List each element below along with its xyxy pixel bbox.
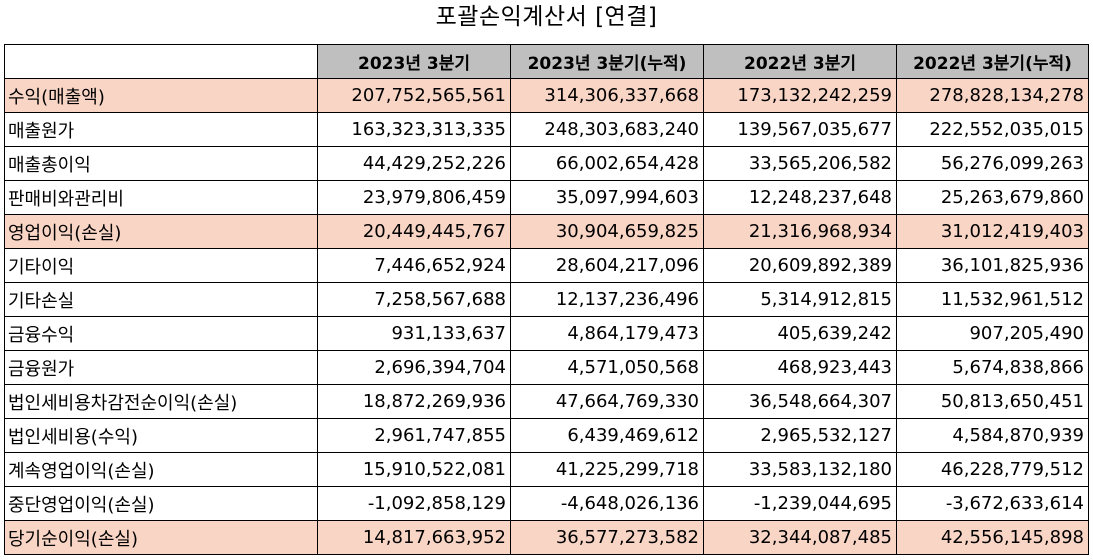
table-row: 금융수익 931,133,637 4,864,179,473 405,639,242 9… xyxy=(4,316,1089,351)
value-cell: 6,439,469,612 xyxy=(510,418,704,453)
value-cell: 2,961,747,855 xyxy=(317,418,511,453)
value-cell: 46,228,779,512 xyxy=(896,452,1089,487)
value-cell: 12,248,237,648 xyxy=(703,180,897,215)
value-cell: 4,864,179,473 xyxy=(510,316,704,351)
value-cell: 32,344,087,485 xyxy=(703,520,897,555)
row-label: 당기순이익(손실) xyxy=(4,520,318,555)
value-cell: 30,904,659,825 xyxy=(510,214,704,249)
page-title: 포괄손익계산서 [연결] xyxy=(435,4,658,30)
value-cell: -1,239,044,695 xyxy=(703,486,897,521)
value-cell: 163,323,313,335 xyxy=(317,112,511,147)
value-cell: 44,429,252,226 xyxy=(317,146,511,181)
value-cell: 50,813,650,451 xyxy=(896,384,1089,419)
value-cell: 15,910,522,081 xyxy=(317,452,511,487)
value-cell: 47,664,769,330 xyxy=(510,384,704,419)
value-cell: 36,577,273,582 xyxy=(510,520,704,555)
value-cell: 28,604,217,096 xyxy=(510,248,704,283)
table-row: 판매비와관리비 23,979,806,459 35,097,994,603 12,24… xyxy=(4,180,1089,215)
row-label: 법인세비용차감전순이익(손실) xyxy=(4,384,318,419)
table-row: 영업이익(손실) 20,449,445,767 30,904,659,825 21,3… xyxy=(4,214,1089,249)
table-row: 법인세비용차감전순이익(손실) 18,872,269,936 47,664,769,… xyxy=(4,384,1089,419)
value-cell: 5,314,912,815 xyxy=(703,282,897,317)
row-label: 금융수익 xyxy=(4,316,318,351)
table-row: 당기순이익(손실) 14,817,663,952 36,577,273,582 32,… xyxy=(4,520,1089,555)
value-cell: 278,828,134,278 xyxy=(896,78,1089,113)
row-label: 법인세비용(수익) xyxy=(4,418,318,453)
table-body: 수익(매출액) 207,752,565,561 314,306,337,668 173… xyxy=(4,78,1089,555)
row-label: 매출원가 xyxy=(4,112,318,147)
value-cell: 20,609,892,389 xyxy=(703,248,897,283)
value-cell: 36,548,664,307 xyxy=(703,384,897,419)
value-cell: 4,571,050,568 xyxy=(510,350,704,385)
value-cell: 314,306,337,668 xyxy=(510,78,704,113)
table-row: 수익(매출액) 207,752,565,561 314,306,337,668 173… xyxy=(4,78,1089,113)
row-label: 중단영업이익(손실) xyxy=(4,486,318,521)
value-cell: -1,092,858,129 xyxy=(317,486,511,521)
value-cell: 42,556,145,898 xyxy=(896,520,1089,555)
value-cell: 139,567,035,677 xyxy=(703,112,897,147)
column-header: 2022년 3분기 xyxy=(703,44,897,79)
value-cell: 33,583,132,180 xyxy=(703,452,897,487)
value-cell: 12,137,236,496 xyxy=(510,282,704,317)
value-cell: 931,133,637 xyxy=(317,316,511,351)
table-row: 중단영업이익(손실) -1,092,858,129 -4,648,026,136 -1… xyxy=(4,486,1089,521)
value-cell: 35,097,994,603 xyxy=(510,180,704,215)
table-row: 기타손실 7,258,567,688 12,137,236,496 5,314,912… xyxy=(4,282,1089,317)
value-cell: 23,979,806,459 xyxy=(317,180,511,215)
value-cell: 2,965,532,127 xyxy=(703,418,897,453)
value-cell: 36,101,825,936 xyxy=(896,248,1089,283)
value-cell: 207,752,565,561 xyxy=(317,78,511,113)
row-label: 매출총이익 xyxy=(4,146,318,181)
value-cell: 14,817,663,952 xyxy=(317,520,511,555)
value-cell: 907,205,490 xyxy=(896,316,1089,351)
value-cell: 4,584,870,939 xyxy=(896,418,1089,453)
income-statement-table: 2023년 3분기 2023년 3분기(누적) 2022년 3분기 2022년 … xyxy=(4,44,1089,555)
value-cell: 41,225,299,718 xyxy=(510,452,704,487)
value-cell: 31,012,419,403 xyxy=(896,214,1089,249)
table-row: 법인세비용(수익) 2,961,747,855 6,439,469,612 2,965… xyxy=(4,418,1089,453)
table-row: 기타이익 7,446,652,924 28,604,217,096 20,609,89… xyxy=(4,248,1089,283)
row-label: 기타손실 xyxy=(4,282,318,317)
value-cell: 18,872,269,936 xyxy=(317,384,511,419)
column-header: 2022년 3분기(누적) xyxy=(896,44,1089,79)
value-cell: 20,449,445,767 xyxy=(317,214,511,249)
value-cell: 66,002,654,428 xyxy=(510,146,704,181)
table-row: 매출총이익 44,429,252,226 66,002,654,428 33,565,… xyxy=(4,146,1089,181)
value-cell: 11,532,961,512 xyxy=(896,282,1089,317)
row-label: 금융원가 xyxy=(4,350,318,385)
value-cell: 25,263,679,860 xyxy=(896,180,1089,215)
value-cell: 248,303,683,240 xyxy=(510,112,704,147)
value-cell: 5,674,838,866 xyxy=(896,350,1089,385)
row-label: 기타이익 xyxy=(4,248,318,283)
table-row: 매출원가 163,323,313,335 248,303,683,240 139,56… xyxy=(4,112,1089,147)
value-cell: 222,552,035,015 xyxy=(896,112,1089,147)
value-cell: 7,258,567,688 xyxy=(317,282,511,317)
header-corner-cell xyxy=(4,44,318,79)
value-cell: 468,923,443 xyxy=(703,350,897,385)
row-label: 수익(매출액) xyxy=(4,78,318,113)
table-header-row: 2023년 3분기 2023년 3분기(누적) 2022년 3분기 2022년 … xyxy=(4,44,1089,79)
value-cell: 405,639,242 xyxy=(703,316,897,351)
value-cell: -3,672,633,614 xyxy=(896,486,1089,521)
value-cell: 7,446,652,924 xyxy=(317,248,511,283)
column-header: 2023년 3분기(누적) xyxy=(510,44,704,79)
value-cell: 2,696,394,704 xyxy=(317,350,511,385)
value-cell: 56,276,099,263 xyxy=(896,146,1089,181)
column-header: 2023년 3분기 xyxy=(317,44,511,79)
row-label: 영업이익(손실) xyxy=(4,214,318,249)
value-cell: -4,648,026,136 xyxy=(510,486,704,521)
row-label: 판매비와관리비 xyxy=(4,180,318,215)
row-label: 계속영업이익(손실) xyxy=(4,452,318,487)
table-row: 계속영업이익(손실) 15,910,522,081 41,225,299,718 33… xyxy=(4,452,1089,487)
value-cell: 21,316,968,934 xyxy=(703,214,897,249)
table-row: 금융원가 2,696,394,704 4,571,050,568 468,923,44… xyxy=(4,350,1089,385)
value-cell: 33,565,206,582 xyxy=(703,146,897,181)
value-cell: 173,132,242,259 xyxy=(703,78,897,113)
